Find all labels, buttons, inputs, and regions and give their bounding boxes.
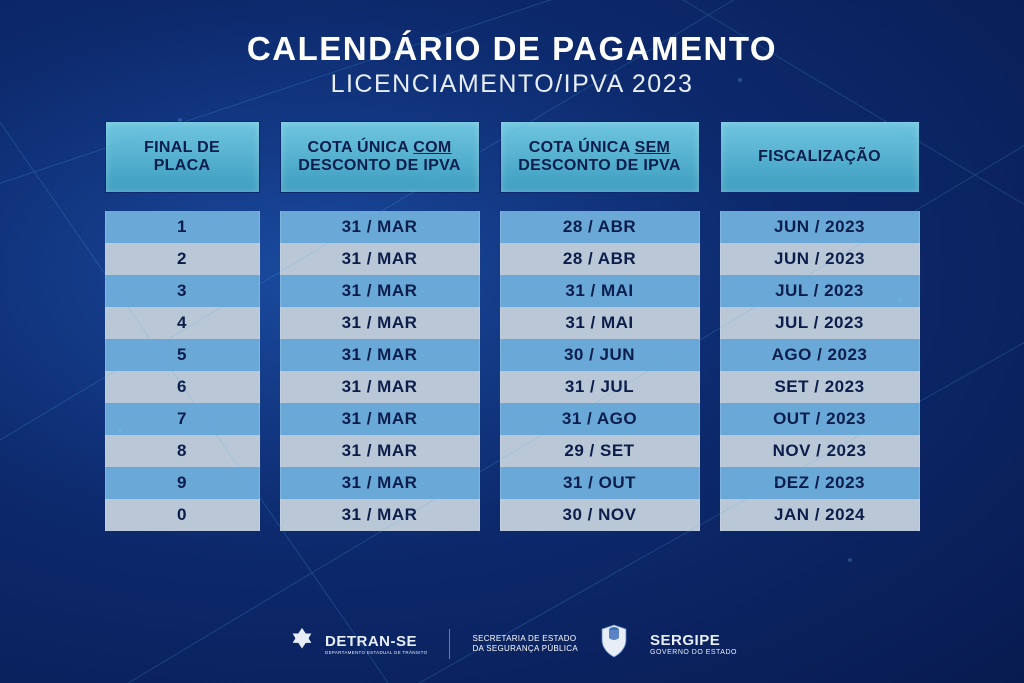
table-cell: 31 / JUL	[500, 371, 700, 403]
column-header: COTA ÚNICA COM DESCONTO DE IPVA	[280, 121, 480, 193]
table-cell: 28 / ABR	[500, 211, 700, 243]
header-line1: COTA ÚNICA SEM	[529, 139, 670, 157]
payment-calendar-table: FINAL DE PLACA 1234567890 COTA ÚNICA COM…	[0, 121, 1024, 531]
table-cell: DEZ / 2023	[720, 467, 920, 499]
page-title: CALENDÁRIO DE PAGAMENTO	[0, 30, 1024, 68]
column-final-placa: FINAL DE PLACA 1234567890	[105, 121, 260, 531]
table-cell: 31 / MAR	[280, 211, 480, 243]
header-line1: FISCALIZAÇÃO	[758, 148, 881, 166]
table-cell: 4	[105, 307, 260, 339]
column-rows: 31 / MAR31 / MAR31 / MAR31 / MAR31 / MAR…	[280, 211, 480, 531]
column-header: FISCALIZAÇÃO	[720, 121, 920, 193]
table-cell: SET / 2023	[720, 371, 920, 403]
sergipe-name: SERGIPE	[650, 632, 737, 649]
table-cell: JAN / 2024	[720, 499, 920, 531]
detran-name: DETRAN-SE	[325, 633, 427, 650]
table-cell: 31 / MAR	[280, 467, 480, 499]
header: CALENDÁRIO DE PAGAMENTO LICENCIAMENTO/IP…	[0, 0, 1024, 121]
column-rows: JUN / 2023JUN / 2023JUL / 2023JUL / 2023…	[720, 211, 920, 531]
column-fiscalizacao: FISCALIZAÇÃO JUN / 2023JUN / 2023JUL / 2…	[720, 121, 920, 531]
sergipe-sub: GOVERNO DO ESTADO	[650, 649, 737, 656]
table-cell: 30 / NOV	[500, 499, 700, 531]
table-cell: 8	[105, 435, 260, 467]
table-cell: 31 / MAR	[280, 435, 480, 467]
detran-text: DETRAN-SE DEPARTAMENTO ESTADUAL DE TRÂNS…	[325, 633, 427, 655]
header-line2: PLACA	[154, 157, 211, 175]
column-header: COTA ÚNICA SEM DESCONTO DE IPVA	[500, 121, 700, 193]
column-rows: 28 / ABR28 / ABR31 / MAI31 / MAI30 / JUN…	[500, 211, 700, 531]
detran-icon	[287, 626, 317, 661]
table-cell: 31 / MAI	[500, 275, 700, 307]
table-cell: 7	[105, 403, 260, 435]
detran-sub: DEPARTAMENTO ESTADUAL DE TRÂNSITO	[325, 650, 427, 655]
table-cell: 31 / OUT	[500, 467, 700, 499]
table-cell: 2	[105, 243, 260, 275]
sergipe-text: SERGIPE GOVERNO DO ESTADO	[650, 632, 737, 656]
table-cell: JUN / 2023	[720, 243, 920, 275]
table-cell: JUL / 2023	[720, 275, 920, 307]
header-line1: FINAL DE	[144, 139, 220, 157]
table-cell: 9	[105, 467, 260, 499]
table-cell: OUT / 2023	[720, 403, 920, 435]
footer-logos: DETRAN-SE DEPARTAMENTO ESTADUAL DE TRÂNS…	[0, 624, 1024, 663]
table-cell: JUN / 2023	[720, 211, 920, 243]
column-rows: 1234567890	[105, 211, 260, 531]
table-cell: 0	[105, 499, 260, 531]
table-cell: 31 / MAR	[280, 371, 480, 403]
table-cell: 31 / MAI	[500, 307, 700, 339]
table-cell: JUL / 2023	[720, 307, 920, 339]
table-cell: 3	[105, 275, 260, 307]
header-line1: COTA ÚNICA COM	[307, 139, 451, 157]
table-cell: 1	[105, 211, 260, 243]
table-cell: 31 / MAR	[280, 499, 480, 531]
table-cell: NOV / 2023	[720, 435, 920, 467]
secretaria-text: SECRETARIA DE ESTADO DA SEGURANÇA PÚBLIC…	[472, 634, 578, 652]
table-cell: 31 / AGO	[500, 403, 700, 435]
detran-logo-block: DETRAN-SE DEPARTAMENTO ESTADUAL DE TRÂNS…	[287, 626, 427, 661]
table-cell: 31 / MAR	[280, 403, 480, 435]
table-cell: 29 / SET	[500, 435, 700, 467]
header-line2: DESCONTO DE IPVA	[298, 157, 460, 175]
table-cell: 6	[105, 371, 260, 403]
table-cell: 28 / ABR	[500, 243, 700, 275]
table-cell: 31 / MAR	[280, 275, 480, 307]
sergipe-shield-icon	[600, 624, 628, 663]
table-cell: 5	[105, 339, 260, 371]
column-cota-sem-desconto: COTA ÚNICA SEM DESCONTO DE IPVA 28 / ABR…	[500, 121, 700, 531]
column-header: FINAL DE PLACA	[105, 121, 260, 193]
table-cell: 31 / MAR	[280, 243, 480, 275]
table-cell: 31 / MAR	[280, 307, 480, 339]
footer-divider	[449, 629, 450, 659]
column-cota-com-desconto: COTA ÚNICA COM DESCONTO DE IPVA 31 / MAR…	[280, 121, 480, 531]
table-cell: AGO / 2023	[720, 339, 920, 371]
sergipe-logo-block: SERGIPE GOVERNO DO ESTADO	[650, 632, 737, 656]
page-subtitle: LICENCIAMENTO/IPVA 2023	[0, 70, 1024, 99]
table-cell: 30 / JUN	[500, 339, 700, 371]
header-line2: DESCONTO DE IPVA	[518, 157, 680, 175]
table-cell: 31 / MAR	[280, 339, 480, 371]
